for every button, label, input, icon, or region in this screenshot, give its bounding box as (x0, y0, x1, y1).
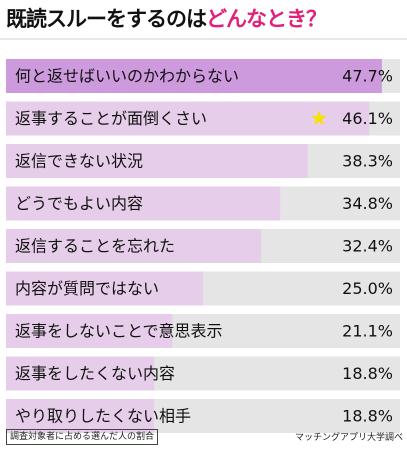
bar (6, 314, 173, 348)
bar (6, 186, 281, 221)
category-label: 返事をしないことで意思表示 (15, 322, 223, 341)
category-label: やり取りしたくない相手 (15, 407, 191, 426)
value-label: 34.8% (342, 194, 393, 213)
value-label: 18.8% (342, 407, 393, 426)
bar (6, 144, 308, 178)
footnote: 調査対象者に占める選んだ人の割合 (6, 429, 159, 445)
bar (6, 356, 155, 391)
bar (6, 399, 155, 433)
value-label: 38.3% (342, 152, 393, 171)
source-note: マッチングアプリ大学調べ (294, 433, 403, 443)
value-label: 46.1% (342, 109, 393, 128)
labels-layer: 何と返せばいいのかわからない 47.7% 返事することが面倒くさい 46.1% 返信でき… (15, 67, 393, 426)
category-label: 返事することが面倒くさい (15, 109, 207, 128)
value-label: 25.0% (342, 279, 393, 298)
star-icon (311, 110, 327, 125)
category-label: どうでもよい内容 (15, 194, 143, 213)
value-label: 47.7% (342, 67, 393, 86)
title-part2: どんなとき？ (206, 7, 327, 31)
category-label: 返信することを忘れた (15, 237, 175, 256)
bar (6, 59, 382, 93)
title-part1: 既読スルーをするのは (6, 7, 207, 31)
category-label: 内容が質問ではない (15, 279, 159, 298)
bars-layer (0, 38, 407, 433)
category-label: 返事をしたくない内容 (15, 364, 175, 383)
value-label: 18.8% (342, 364, 393, 383)
bar (6, 101, 370, 136)
category-label: 返信できない状況 (15, 152, 143, 171)
chart-title: 既読スルーをするのはどんなとき？ (6, 4, 406, 34)
category-label: 何と返せばいいのかわからない (15, 67, 239, 86)
value-label: 32.4% (342, 237, 393, 256)
value-label: 21.1% (342, 322, 393, 341)
bar (6, 229, 262, 263)
bar (6, 271, 203, 306)
